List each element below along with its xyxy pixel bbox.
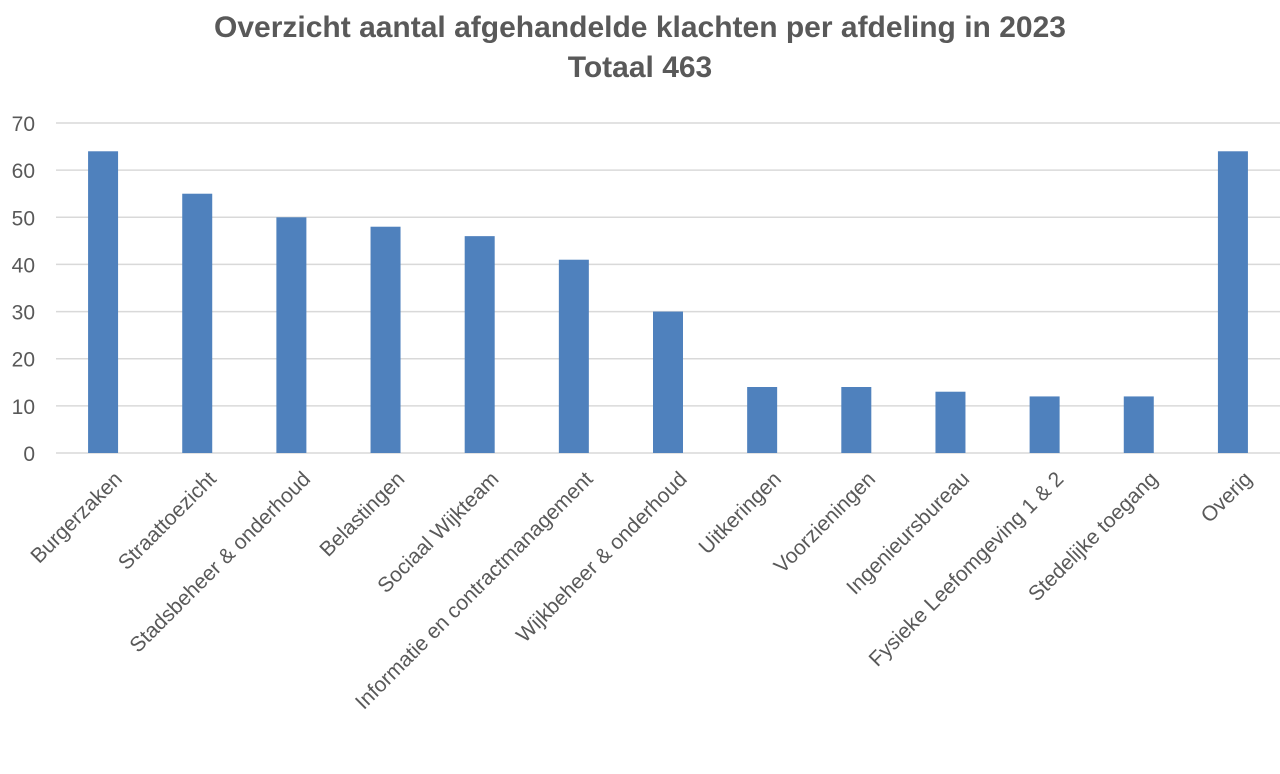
x-tick-label: Burgerzaken [26, 467, 126, 567]
x-tick-label: Belastingen [315, 467, 409, 561]
y-tick-label: 30 [12, 302, 35, 325]
bar [370, 226, 401, 453]
x-tick-label: Fysieke Leefomgeving 1 & 2 [865, 467, 1069, 671]
x-tick-label: Uitkeringen [694, 467, 785, 558]
bar [276, 217, 307, 453]
bar [747, 387, 778, 453]
bar [558, 259, 589, 453]
bar [841, 387, 872, 453]
bar [1123, 396, 1154, 453]
chart-subtitle: Totaal 463 [567, 51, 713, 84]
x-tick-label: Wijkbeheer & onderhoud [512, 467, 692, 647]
x-tick-label: Overig [1197, 467, 1257, 527]
y-tick-label: 50 [12, 207, 35, 230]
bar [653, 311, 683, 453]
bar [182, 193, 213, 453]
y-tick-label: 70 [12, 113, 35, 136]
y-tick-label: 10 [12, 396, 35, 419]
y-tick-label: 40 [12, 254, 35, 277]
bar [464, 236, 495, 453]
bar [1217, 151, 1248, 454]
chart-title: Overzicht aantal afgehandelde klachten p… [214, 11, 1066, 44]
x-tick-label: Straattoezicht [114, 467, 221, 574]
bar [935, 391, 966, 453]
y-tick-label: 20 [12, 349, 35, 372]
bar [1029, 396, 1060, 453]
bar [88, 151, 119, 454]
y-tick-label: 60 [12, 160, 35, 183]
x-tick-label: Stadsbeheer & onderhoud [125, 467, 315, 657]
y-tick-label: 0 [23, 443, 35, 466]
